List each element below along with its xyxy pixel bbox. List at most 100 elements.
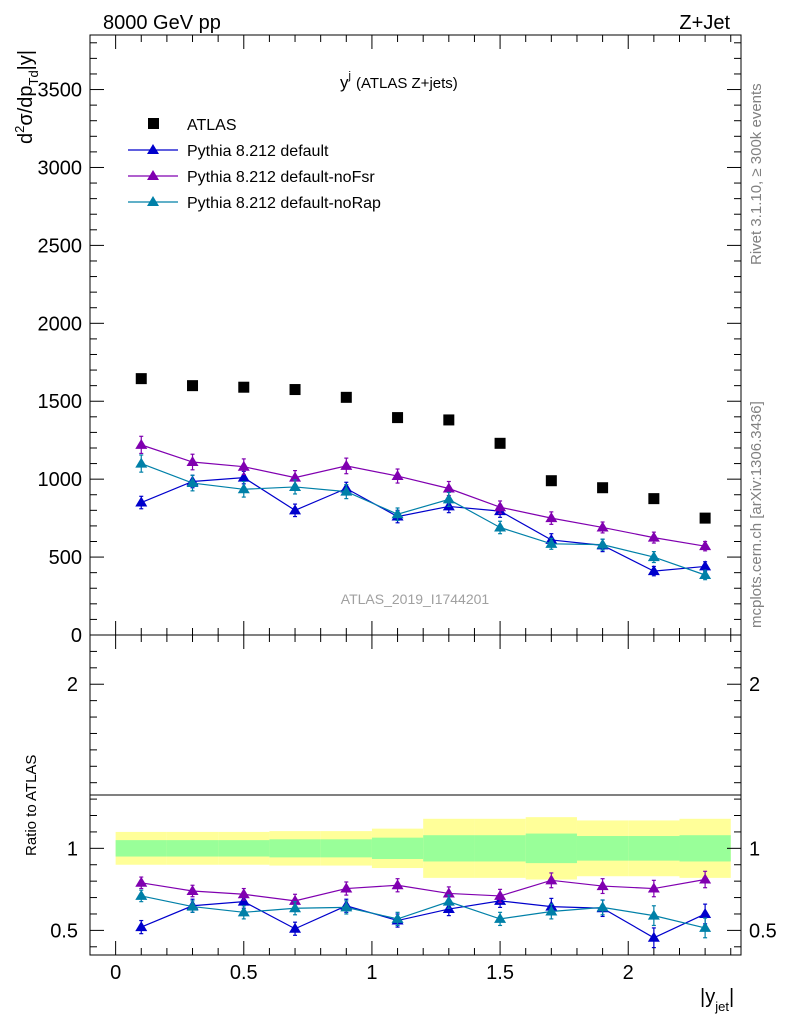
plot-title: yj (ATLAS Z+jets)	[340, 70, 458, 92]
ratio-y-tick-label-left: 2	[67, 674, 78, 696]
point-default	[647, 565, 660, 576]
ratio-frame	[89, 634, 742, 956]
point-data	[494, 437, 506, 449]
point-default	[135, 921, 148, 932]
point-noRap	[340, 485, 353, 496]
y-tick-label: 2000	[38, 313, 83, 335]
point-noRap	[135, 889, 148, 900]
point-noRap	[391, 508, 404, 519]
point-noRap	[340, 901, 353, 912]
point-default	[289, 922, 302, 933]
point-noFsr	[186, 885, 199, 895]
point-default	[647, 931, 660, 942]
point-noFsr	[289, 894, 302, 905]
y-tick-label: 2500	[38, 235, 83, 257]
point-noRap	[186, 477, 199, 488]
point-data	[340, 391, 352, 403]
point-noFsr	[596, 521, 609, 532]
legend-label-data: ATLAS	[187, 117, 237, 134]
point-noFsr	[289, 471, 302, 482]
point-noRap	[494, 912, 507, 923]
point-data	[392, 412, 404, 424]
legend-marker-default	[147, 144, 159, 154]
point-default	[237, 471, 250, 482]
point-noFsr	[391, 879, 404, 890]
point-noRap	[135, 457, 148, 468]
series-line-default	[141, 900, 706, 939]
point-noRap	[494, 521, 507, 532]
point-noRap	[237, 483, 250, 494]
header-left: 8000 GeV pp	[103, 12, 221, 34]
point-default	[699, 907, 712, 918]
point-noRap	[699, 921, 712, 932]
header-right: Z+Jet	[679, 12, 730, 34]
point-noFsr	[442, 887, 455, 898]
legend-label-norap: Pythia 8.212 default-noRap	[187, 195, 381, 212]
point-noRap	[545, 905, 558, 916]
uncertainty-band-inner	[525, 833, 577, 864]
point-noFsr	[442, 482, 455, 493]
legend: ATLAS Pythia 8.212 default Pythia 8.212 …	[128, 117, 381, 212]
point-data	[443, 414, 455, 426]
uncertainty-band-inner	[218, 840, 270, 857]
analysis-watermark: ATLAS_2019_I1744201	[341, 591, 490, 607]
y-tick-label: 3000	[38, 157, 83, 179]
series-line-noFsr	[141, 878, 706, 902]
legend-entry-data: ATLAS	[148, 117, 237, 134]
point-data	[545, 475, 557, 487]
point-data	[699, 512, 711, 524]
ratio-bands	[115, 817, 731, 880]
uncertainty-band-inner	[166, 840, 219, 857]
uncertainty-band-inner	[320, 839, 372, 858]
legend-entry-norap: Pythia 8.212 default-noRap	[128, 195, 381, 212]
point-noFsr	[237, 888, 250, 899]
ratio-panel: 0.5 0.5 1 1 2 2 0 0.5 1 1.5 2 Ratio to ATLAS |yjet…	[23, 634, 777, 1014]
point-noFsr	[545, 512, 558, 523]
series-line-default	[141, 476, 706, 572]
point-data	[187, 380, 199, 392]
uncertainty-band-inner	[679, 835, 731, 862]
y-tick-label: 3500	[38, 80, 83, 102]
point-noRap	[442, 493, 455, 504]
point-noFsr	[596, 880, 609, 891]
ratio-y-tick-label-right: 0.5	[749, 920, 777, 942]
ratio-y-tick-label-left: 0.5	[50, 920, 78, 942]
point-noFsr	[391, 470, 404, 481]
legend-label-default: Pythia 8.212 default	[187, 143, 329, 160]
y-tick-label: 1500	[38, 391, 83, 413]
point-noFsr	[545, 874, 558, 885]
point-noRap	[391, 912, 404, 923]
point-noFsr	[135, 438, 148, 449]
point-noFsr	[340, 459, 353, 470]
series-line-noRap	[141, 463, 706, 576]
x-tick-label: 1	[366, 962, 377, 984]
y-tick-label: 1000	[38, 469, 83, 491]
mcplots-label: mcplots.cern.ch [arXiv:1306.3436]	[748, 401, 765, 628]
main-marks	[135, 373, 712, 581]
point-noRap	[237, 906, 250, 917]
y-tick-label: 500	[49, 547, 82, 569]
point-noFsr	[494, 889, 507, 900]
point-noRap	[289, 480, 302, 491]
point-noRap	[647, 909, 660, 920]
point-noFsr	[699, 873, 712, 884]
uncertainty-band-inner	[371, 837, 424, 859]
point-default	[135, 496, 148, 507]
point-data	[238, 381, 250, 393]
uncertainty-band-inner	[628, 836, 680, 861]
point-default	[289, 504, 302, 515]
point-default	[237, 895, 250, 906]
point-noRap	[442, 895, 455, 906]
legend-marker-data	[148, 118, 159, 129]
legend-entry-default: Pythia 8.212 default	[128, 143, 329, 160]
point-data	[289, 384, 301, 396]
x-tick-label: 1.5	[486, 962, 514, 984]
legend-entry-nofsr: Pythia 8.212 default-noFsr	[128, 169, 375, 186]
main-ticks: 0 500 1000 1500 2000 2500 3000 3500	[38, 35, 741, 647]
main-ylabel: d2σ/dpTd|y|	[12, 50, 41, 144]
point-noFsr	[340, 882, 353, 893]
uncertainty-band-inner	[423, 835, 475, 862]
x-tick-label: 2	[623, 962, 634, 984]
uncertainty-band-inner	[576, 836, 629, 861]
